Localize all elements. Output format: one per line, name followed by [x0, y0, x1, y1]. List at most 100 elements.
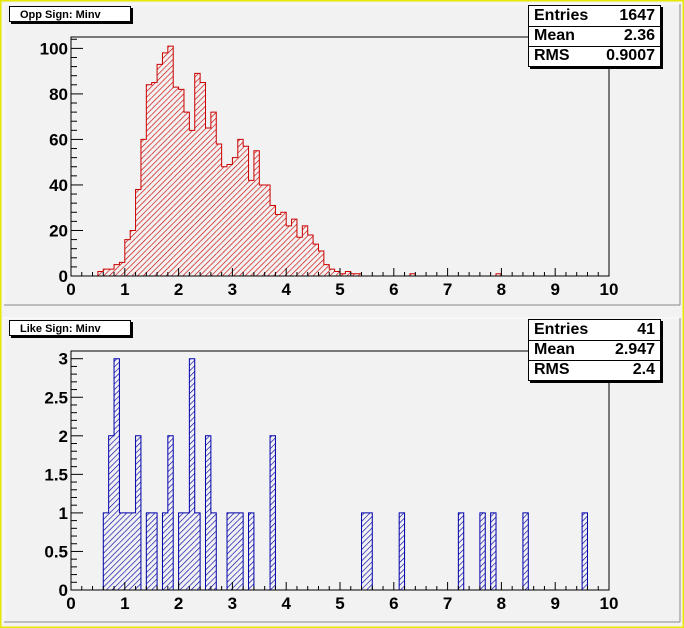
x-tick-label: 0 — [66, 280, 75, 299]
x-tick-label: 0 — [66, 594, 75, 613]
like-sign-title: Like Sign: Minv — [9, 320, 131, 336]
histogram-bin — [270, 205, 276, 276]
y-tick-label: 60 — [49, 130, 68, 149]
stat-value: 41 — [637, 321, 655, 338]
histogram-bin — [157, 64, 163, 276]
histogram-bin — [582, 512, 588, 590]
histogram-bin — [248, 512, 254, 590]
y-tick-label: 20 — [49, 221, 68, 240]
stat-label: Mean — [534, 341, 575, 358]
stat-row-entries: Entries 41 — [534, 320, 655, 340]
y-tick-label: 0 — [59, 581, 68, 600]
y-tick-label: 0 — [59, 267, 68, 286]
histogram-bin — [366, 512, 373, 590]
histogram-bin — [313, 244, 319, 276]
opp-sign-title: Opp Sign: Minv — [9, 6, 131, 22]
histogram-bin — [189, 358, 195, 590]
x-tick-label: 8 — [497, 594, 506, 613]
histogram-bin — [135, 435, 141, 590]
histogram-bin — [124, 512, 131, 590]
histogram-bin — [119, 512, 125, 590]
histogram-bin — [399, 512, 405, 590]
y-tick-label: 1.5 — [44, 465, 68, 484]
stat-value: 0.9007 — [606, 47, 655, 64]
histogram-bin — [178, 89, 184, 276]
histogram-bin — [350, 273, 357, 276]
x-tick-label: 7 — [443, 280, 452, 299]
histogram-bin — [221, 166, 228, 276]
x-tick-label: 5 — [335, 594, 344, 613]
histogram-bin — [210, 512, 217, 590]
histogram-bin — [318, 250, 324, 276]
histogram-bin — [253, 150, 260, 276]
histogram-bin — [458, 512, 464, 590]
stat-value: 1647 — [619, 7, 655, 24]
histogram-bin — [130, 512, 136, 590]
stat-row-mean: Mean 2.947 — [534, 340, 655, 360]
histogram-bin — [361, 512, 367, 590]
histogram-bin — [237, 512, 244, 590]
histogram-bin — [356, 273, 362, 276]
y-tick-label: 3 — [59, 350, 68, 369]
x-tick-label: 5 — [335, 280, 344, 299]
histogram-bin — [296, 237, 303, 276]
histogram-bin — [340, 273, 346, 276]
histogram-bin — [114, 358, 120, 590]
x-tick-label: 3 — [228, 280, 237, 299]
histogram-bin — [162, 512, 168, 590]
stat-value: 2.947 — [614, 341, 655, 358]
histogram-bin — [205, 435, 211, 590]
stat-value: 2.4 — [632, 361, 655, 378]
x-tick-label: 9 — [550, 594, 559, 613]
histogram-bin — [264, 184, 271, 276]
histogram-bin — [334, 271, 340, 276]
histogram-bin — [108, 269, 115, 276]
histogram-bin — [97, 271, 104, 276]
x-tick-label: 1 — [120, 594, 129, 613]
histogram-bin — [286, 225, 292, 276]
y-tick-label: 2.5 — [44, 388, 68, 407]
histogram-bin — [183, 512, 190, 590]
y-tick-label: 0.5 — [44, 542, 68, 561]
histogram-bin — [259, 184, 265, 276]
plot-frame — [70, 350, 610, 591]
x-tick-label: 10 — [600, 280, 619, 299]
histogram-bin — [151, 82, 158, 277]
histogram-bin — [173, 87, 179, 276]
histogram-bin — [479, 512, 486, 590]
histogram-bin — [103, 512, 109, 590]
x-tick-label: 7 — [443, 594, 452, 613]
stat-label: Entries — [534, 7, 589, 24]
x-tick-label: 6 — [389, 594, 398, 613]
histogram-bin — [108, 435, 115, 590]
histogram-bin — [167, 46, 174, 276]
histogram-bin — [194, 512, 201, 590]
histogram-bin — [146, 512, 152, 590]
histogram-bin — [124, 239, 131, 276]
histogram-bin — [496, 273, 502, 276]
like-sign-stats-box: Entries 41 Mean 2.947 RMS 2.4 — [528, 319, 661, 381]
histogram-bin — [146, 84, 152, 276]
y-tick-label: 100 — [40, 39, 68, 58]
histogram-bin — [243, 146, 249, 276]
stat-value: 2.36 — [623, 27, 655, 44]
histogram-bin — [151, 512, 158, 590]
histogram-bin — [189, 130, 195, 276]
x-tick-label: 10 — [600, 594, 619, 613]
histogram-bin — [130, 230, 136, 276]
histogram-bin — [307, 235, 314, 276]
y-tick-label: 40 — [49, 176, 68, 195]
histogram-bin — [232, 512, 238, 590]
x-tick-label: 3 — [228, 594, 237, 613]
stat-row-rms: RMS 0.9007 — [534, 46, 655, 66]
stat-row-mean: Mean 2.36 — [534, 26, 655, 46]
like-sign-histogram: 0 1 2 3 4 5 6 7 8 9 10 0 0.5 1 1.5 2 2.5 3 — [44, 350, 618, 613]
histogram-bin — [200, 82, 206, 277]
histogram-bin — [490, 512, 497, 590]
histogram-bin — [135, 189, 141, 276]
histogram-bin — [275, 214, 281, 276]
stat-label: RMS — [534, 47, 570, 64]
stat-label: Mean — [534, 27, 575, 44]
histogram-bin — [216, 143, 222, 276]
